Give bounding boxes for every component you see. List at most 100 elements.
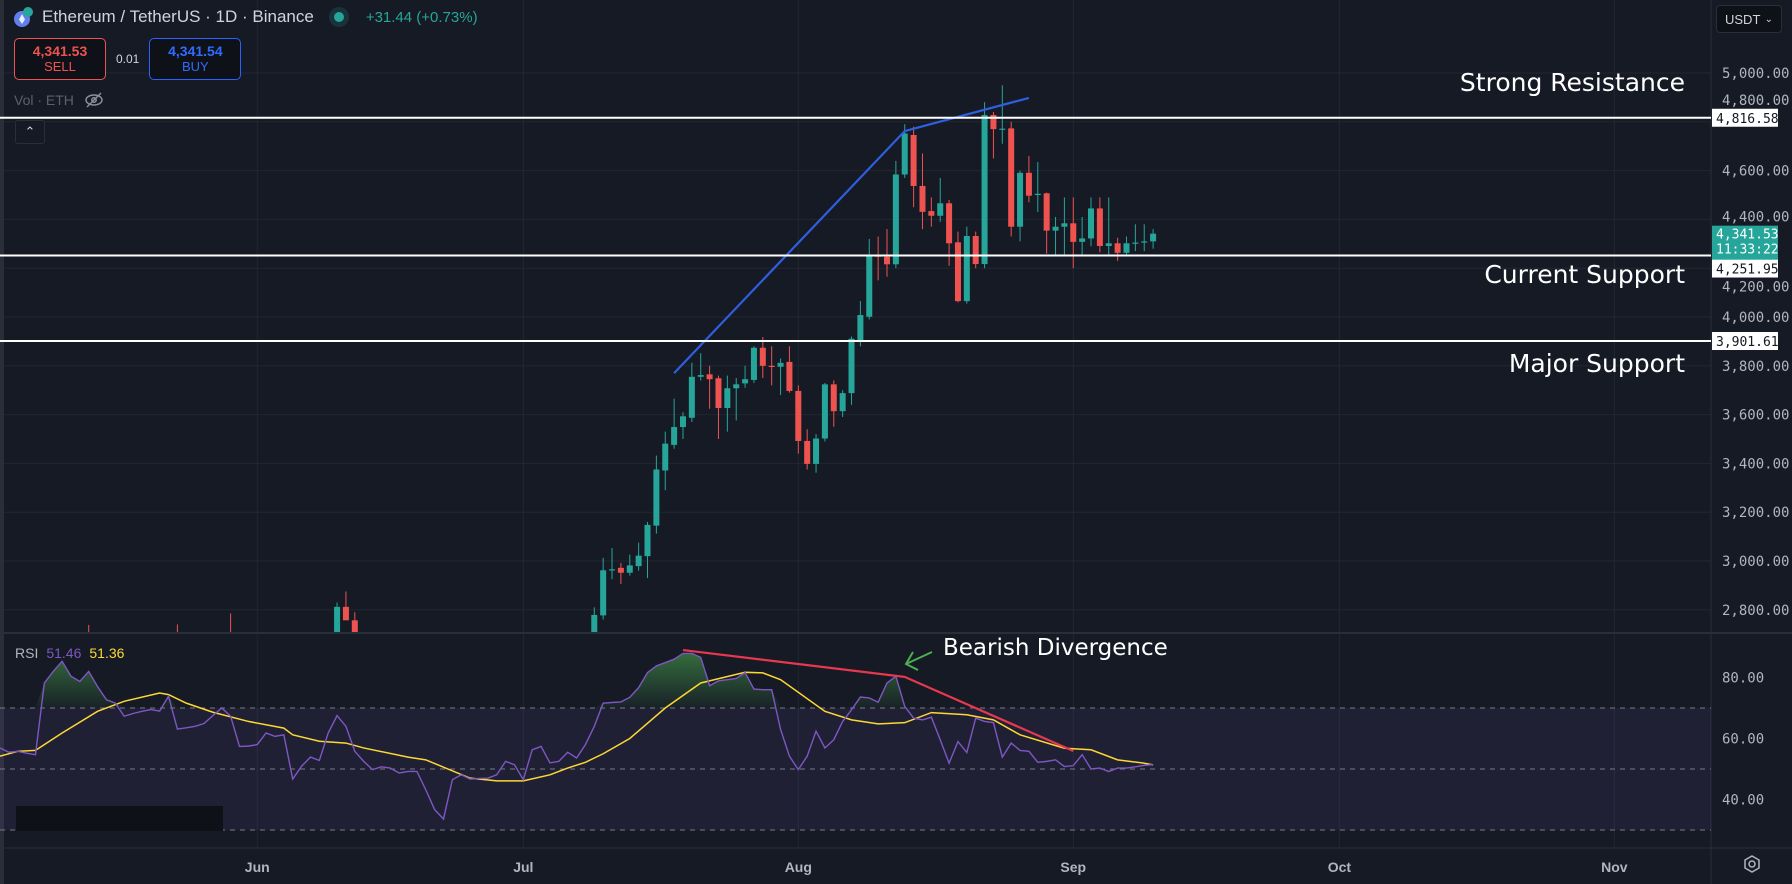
candle[interactable]: [919, 153, 926, 230]
price-tick-label: 3,200.00: [1722, 505, 1789, 521]
candle[interactable]: [609, 548, 616, 580]
candle[interactable]: [706, 365, 713, 409]
candle[interactable]: [1008, 121, 1015, 237]
candle[interactable]: [724, 375, 731, 432]
candle[interactable]: [866, 238, 873, 320]
candle[interactable]: [1034, 162, 1041, 213]
candle[interactable]: [1132, 224, 1139, 252]
candle-body: [228, 634, 234, 636]
settings-icon[interactable]: [1741, 853, 1763, 875]
currency-select[interactable]: USDT ⌄: [1716, 5, 1782, 33]
price-tick-label: 4,400.00: [1722, 210, 1789, 226]
candle[interactable]: [750, 346, 757, 383]
candle[interactable]: [1025, 155, 1032, 203]
candle[interactable]: [600, 557, 607, 620]
candle[interactable]: [990, 112, 997, 159]
divergence-line[interactable]: [682, 648, 1074, 753]
candle[interactable]: [1096, 197, 1103, 253]
candle-body: [644, 524, 651, 557]
candle[interactable]: [884, 229, 890, 277]
eye-off-icon[interactable]: [84, 92, 104, 108]
rsi-tick-label: 40.00: [1722, 793, 1764, 809]
volume-indicator[interactable]: Vol · ETH: [14, 92, 104, 108]
candle[interactable]: [804, 429, 811, 470]
candle[interactable]: [644, 521, 651, 579]
candle[interactable]: [848, 336, 855, 405]
candle[interactable]: [839, 390, 846, 418]
candle[interactable]: [334, 602, 341, 658]
candle[interactable]: [591, 607, 598, 663]
candle[interactable]: [963, 226, 970, 304]
candle[interactable]: [999, 85, 1006, 144]
candle[interactable]: [821, 382, 828, 442]
buy-button[interactable]: 4,341.54 BUY: [149, 38, 242, 80]
candle[interactable]: [1114, 237, 1121, 261]
candle[interactable]: [768, 346, 775, 386]
candle[interactable]: [715, 375, 722, 439]
candle[interactable]: [875, 236, 882, 281]
candle[interactable]: [1070, 197, 1077, 269]
rsi-ma-line[interactable]: [0, 671, 1154, 782]
live-dot-icon: [333, 12, 344, 22]
candle[interactable]: [228, 613, 234, 646]
candle[interactable]: [653, 455, 660, 534]
candle[interactable]: [1043, 192, 1050, 254]
candle[interactable]: [857, 301, 864, 347]
candle[interactable]: [1150, 229, 1157, 249]
candle[interactable]: [1052, 216, 1059, 255]
candle[interactable]: [777, 358, 784, 396]
candle[interactable]: [910, 126, 917, 208]
candle[interactable]: [981, 102, 988, 269]
candle[interactable]: [1105, 197, 1112, 255]
candle-body: [910, 134, 917, 186]
candle[interactable]: [1061, 197, 1068, 255]
symbol-title[interactable]: Ethereum / TetherUS · 1D · Binance: [42, 7, 314, 26]
level-price-tag: [1712, 259, 1778, 278]
candle[interactable]: [635, 542, 642, 571]
candle[interactable]: [813, 434, 820, 473]
candle[interactable]: [733, 378, 740, 421]
collapse-legend-button[interactable]: ⌃: [15, 120, 45, 144]
candle-body: [839, 393, 846, 412]
trendline[interactable]: [673, 96, 1030, 374]
rsi-line[interactable]: [0, 652, 1154, 821]
candle[interactable]: [697, 353, 704, 381]
candle[interactable]: [928, 197, 935, 227]
candle[interactable]: [342, 591, 349, 621]
candle[interactable]: [679, 412, 686, 439]
rsi-title: RSI: [15, 645, 39, 661]
candle[interactable]: [351, 612, 358, 646]
candle[interactable]: [830, 380, 837, 427]
candle[interactable]: [954, 231, 961, 303]
candle-body: [351, 620, 358, 632]
candle[interactable]: [937, 177, 944, 222]
candle[interactable]: [786, 346, 793, 393]
candle[interactable]: [617, 562, 624, 584]
candle[interactable]: [759, 337, 766, 378]
candle[interactable]: [662, 431, 669, 491]
candle[interactable]: [671, 398, 678, 449]
candle[interactable]: [1123, 236, 1130, 255]
candle[interactable]: [1079, 216, 1086, 255]
candle[interactable]: [174, 624, 180, 648]
candle[interactable]: [1088, 197, 1095, 247]
candle[interactable]: [626, 554, 633, 576]
candle[interactable]: [742, 365, 749, 388]
candle-body: [635, 555, 642, 567]
sell-button[interactable]: 4,341.53 SELL: [14, 38, 106, 80]
candle-body: [777, 362, 784, 367]
rsi-tick-label: 80.00: [1722, 671, 1764, 687]
time-tick-label: Jun: [245, 859, 270, 875]
candle[interactable]: [86, 624, 92, 646]
candle[interactable]: [1017, 170, 1024, 242]
candle[interactable]: [795, 385, 802, 454]
candle[interactable]: [901, 124, 908, 178]
candle-body: [954, 242, 961, 302]
candle[interactable]: [688, 362, 695, 422]
candle[interactable]: [972, 231, 979, 269]
candle[interactable]: [892, 160, 899, 269]
rsi-legend[interactable]: RSI 51.46 51.36: [15, 645, 124, 661]
candle[interactable]: [1141, 224, 1148, 252]
candle-body: [759, 347, 766, 366]
